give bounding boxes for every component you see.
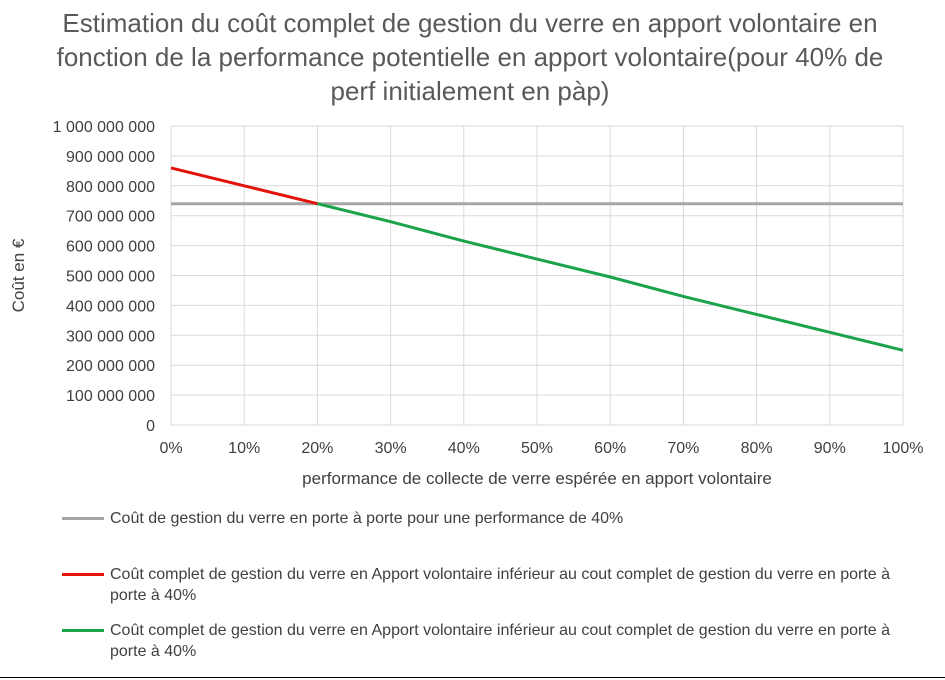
x-tick-label: 30% [375,440,407,457]
x-tick-label: 60% [594,440,626,457]
y-axis-label: Coût en € [9,238,28,312]
legend-swatch-red [62,573,104,576]
legend-label-green: Coût complet de gestion du verre en Appo… [110,622,891,660]
y-tick-labels: 0 100 000 000 200 000 000 300 000 000 400 00… [53,119,155,435]
x-tick-label: 0% [159,440,182,457]
line-chart: 0 100 000 000 200 000 000 300 000 000 400 00… [9,119,923,488]
legend-label-grey: Coût de gestion du verre en porte à port… [110,510,624,527]
y-tick-label: 900 000 000 [66,149,155,166]
y-tick-label: 0 [146,418,155,435]
x-axis-label: performance de collecte de verre espérée… [302,469,772,488]
x-tick-label: 50% [521,440,553,457]
y-tick-label: 700 000 000 [66,209,155,226]
x-tick-label: 80% [741,440,773,457]
x-tick-label: 100% [883,440,924,457]
x-tick-label: 40% [448,440,480,457]
y-tick-label: 800 000 000 [66,179,155,196]
legend-label-red: Coût complet de gestion du verre en Appo… [110,566,891,604]
x-tick-labels: 0% 10% 20% 30% 40% 50% 60% 70% 80% 90% 100% [159,440,923,457]
x-tick-label: 10% [228,440,260,457]
series-line-red [170,166,318,206]
x-tick-label: 90% [814,440,846,457]
legend-swatch-grey [62,517,104,520]
y-tick-label: 200 000 000 [66,358,155,375]
y-tick-label: 400 000 000 [66,298,155,315]
y-tick-label: 1 000 000 000 [53,119,155,136]
y-tick-label: 100 000 000 [66,388,155,405]
series-line-green [317,202,904,352]
x-tick-label: 70% [667,440,699,457]
chart-title: Estimation du coût complet de gestion du… [56,8,884,106]
bottom-border [0,677,945,678]
x-tick-label: 20% [301,440,333,457]
gridlines [170,125,904,426]
series-lines [170,166,904,352]
y-tick-label: 600 000 000 [66,239,155,256]
y-tick-label: 300 000 000 [66,328,155,345]
legend-swatch-green [62,629,104,632]
y-tick-label: 500 000 000 [66,269,155,286]
